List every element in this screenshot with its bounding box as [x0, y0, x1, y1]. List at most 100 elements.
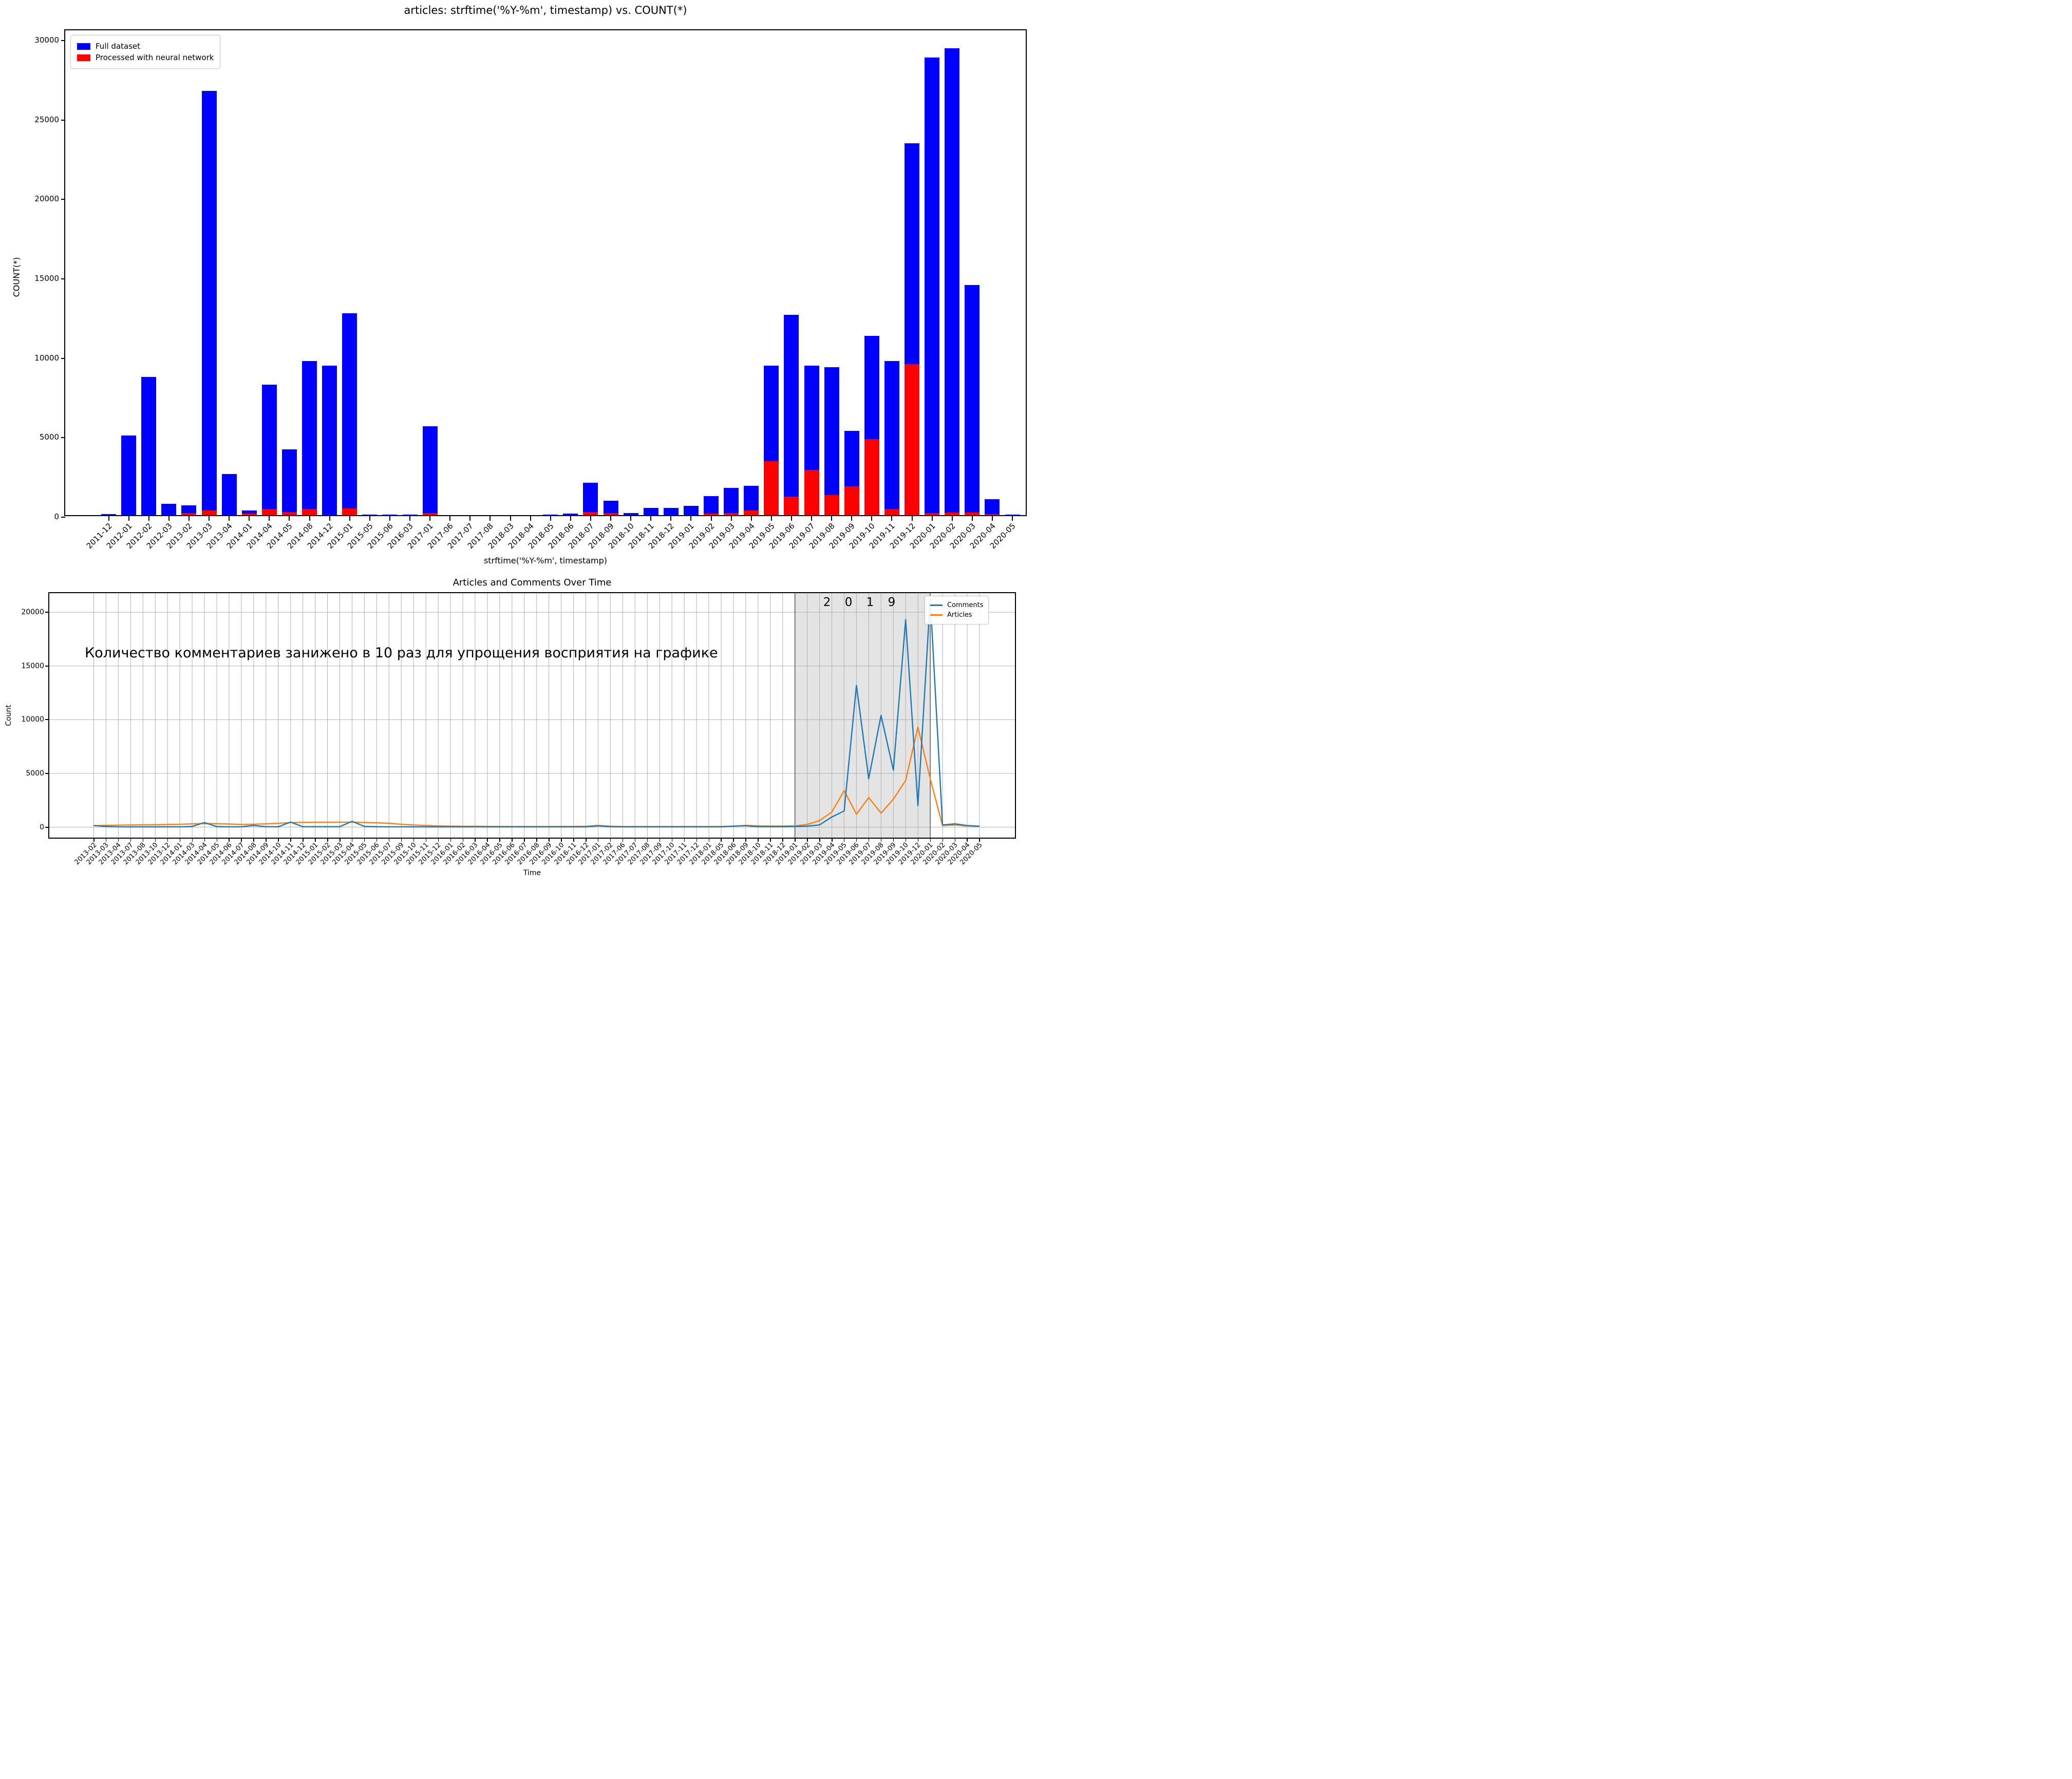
- bar-full-dataset: [784, 315, 799, 515]
- x-tick: [93, 838, 95, 842]
- legend-item-processed: Processed with neural network: [77, 53, 214, 62]
- bar-processed: [824, 495, 839, 515]
- legend-item-full-dataset: Full dataset: [77, 42, 214, 51]
- comments-scale-annotation: Количество комментариев занижено в 10 ра…: [85, 645, 718, 661]
- x-tick: [364, 838, 365, 842]
- y-tick: [45, 826, 49, 828]
- y-tick-label: 10000: [21, 715, 44, 724]
- x-tick: [733, 838, 734, 842]
- x-tick: [290, 838, 291, 842]
- x-tick: [696, 838, 698, 842]
- bar-full-dataset: [844, 431, 859, 515]
- x-tick: [647, 838, 648, 842]
- x-tick: [155, 838, 156, 842]
- x-tick: [1012, 516, 1013, 521]
- bar-processed: [603, 513, 618, 515]
- bottom-chart-plot-area: 0 5000 10000 15000 20000 2013-02 2013-03 2013-0…: [21, 592, 1016, 866]
- x-tick: [105, 838, 107, 842]
- x-tick: [770, 516, 772, 521]
- x-tick: [303, 838, 304, 842]
- legend-label: Articles: [947, 611, 972, 619]
- x-tick: [351, 838, 353, 842]
- bar-processed: [945, 513, 960, 515]
- bar-processed: [784, 497, 799, 515]
- x-tick: [911, 516, 913, 521]
- bar-full-dataset: [342, 313, 357, 515]
- bar-full-dataset: [563, 514, 578, 515]
- top-chart-x-axis-label: strftime('%Y-%m', timestamp): [483, 556, 608, 565]
- x-tick: [868, 838, 870, 842]
- y-tick-label: 5000: [26, 769, 44, 778]
- y-tick: [61, 437, 65, 439]
- x-tick: [971, 516, 973, 521]
- x-tick: [168, 516, 169, 521]
- x-tick: [991, 516, 993, 521]
- bar-processed: [181, 513, 197, 515]
- y-tick: [61, 517, 65, 518]
- bar-full-dataset: [965, 285, 980, 515]
- bar-processed: [302, 509, 317, 515]
- top-chart-legend: Full dataset Processed with neural netwo…: [70, 35, 221, 69]
- bar-full-dataset: [221, 474, 237, 515]
- x-tick: [289, 516, 290, 521]
- bar-full-dataset: [281, 449, 297, 515]
- y-tick: [45, 612, 49, 613]
- bar-full-dataset: [704, 496, 719, 515]
- comments-line: [93, 597, 980, 828]
- bar-processed: [201, 510, 217, 515]
- x-tick: [349, 516, 350, 521]
- x-tick: [369, 516, 370, 521]
- top-chart-title: articles: strftime('%Y-%m', timestamp) v…: [404, 4, 687, 16]
- bar-full-dataset: [905, 143, 919, 515]
- x-tick: [469, 516, 471, 521]
- bar-processed: [884, 508, 899, 515]
- bar-full-dataset: [824, 367, 839, 515]
- bar-full-dataset: [683, 506, 699, 515]
- x-tick: [499, 838, 500, 842]
- line-chart-svg: [49, 593, 1015, 838]
- bar-processed: [985, 514, 1000, 515]
- x-tick: [209, 516, 210, 521]
- bar-full-dataset: [623, 513, 638, 515]
- x-tick: [610, 516, 611, 521]
- x-tick: [188, 516, 190, 521]
- bar-processed: [724, 513, 739, 515]
- bar-full-dataset: [663, 507, 679, 515]
- bar-full-dataset: [161, 504, 177, 515]
- x-tick: [216, 838, 217, 842]
- x-tick: [192, 838, 193, 842]
- x-tick: [954, 838, 955, 842]
- y-tick: [61, 119, 65, 121]
- x-tick: [745, 838, 746, 842]
- bottom-chart-x-axis-label: Time: [523, 869, 541, 877]
- x-tick: [128, 516, 129, 521]
- x-tick: [931, 516, 933, 521]
- x-tick: [917, 838, 919, 842]
- bar-full-dataset: [925, 58, 940, 515]
- x-tick: [327, 838, 328, 842]
- bar-full-dataset: [302, 361, 317, 515]
- x-tick: [229, 838, 230, 842]
- legend-label: Comments: [947, 601, 984, 609]
- x-tick: [819, 838, 820, 842]
- x-tick: [610, 838, 611, 842]
- x-tick: [710, 516, 712, 521]
- bar-full-dataset: [101, 514, 116, 515]
- y-tick: [61, 278, 65, 279]
- bar-processed: [905, 364, 919, 515]
- x-tick: [570, 516, 571, 521]
- y-tick: [61, 40, 65, 41]
- x-tick: [401, 838, 402, 842]
- bar-processed: [925, 513, 940, 515]
- processed-swatch-icon: [77, 54, 90, 61]
- x-tick: [462, 838, 463, 842]
- x-tick: [832, 838, 833, 842]
- x-tick: [130, 838, 131, 842]
- bar-processed: [241, 514, 257, 515]
- x-tick: [586, 838, 587, 842]
- x-tick: [204, 838, 205, 842]
- x-tick: [253, 838, 254, 842]
- bar-full-dataset: [422, 426, 438, 515]
- bar-processed: [744, 510, 759, 515]
- y-tick-label: 30000: [34, 35, 59, 45]
